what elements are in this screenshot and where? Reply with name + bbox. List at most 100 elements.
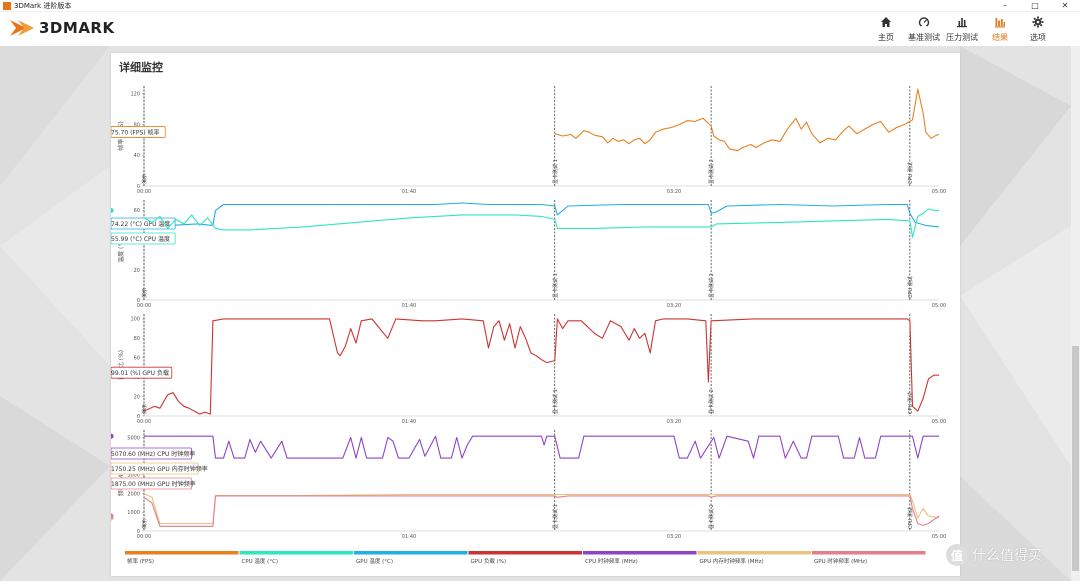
legend-label-cpu_temp: CPU 温度 (°C) bbox=[242, 557, 279, 565]
series-point-gpu_clock bbox=[111, 513, 114, 519]
test-marker-label: CPU 测试 bbox=[907, 392, 914, 414]
y-axis-label: 温度 (°C) bbox=[117, 237, 125, 263]
minimize-button[interactable]: – bbox=[1003, 1, 1007, 10]
test-marker-label: CPU 测试 bbox=[907, 507, 914, 529]
test-marker-label: 演示 bbox=[141, 404, 148, 414]
y-tick-label: 120 bbox=[130, 91, 140, 97]
callout-label-cpu_temp: 55.99 (°C) CPU 温度 bbox=[111, 235, 170, 243]
series-line-cpu_clock bbox=[144, 435, 939, 459]
nav-home-label: 主页 bbox=[878, 33, 894, 42]
x-tick-label: 00:00 bbox=[137, 419, 151, 425]
series-line-gpu_mem_clock bbox=[143, 493, 940, 525]
test-marker-label: 演示 bbox=[141, 519, 148, 529]
y-tick-label: 0 bbox=[137, 298, 140, 304]
legend-label-fps: 帧率 (FPS) bbox=[127, 557, 154, 565]
test-marker-label: 显卡测试 2 bbox=[708, 504, 715, 529]
y-tick-label: 0 bbox=[137, 414, 140, 420]
nav-stress-tests-label: 压力测试 bbox=[946, 33, 978, 42]
app-header: 3DMARK 主页 基准测试 压力测试 结果 选项 bbox=[0, 12, 1080, 46]
test-marker-label: 显卡测试 1 bbox=[552, 504, 559, 529]
background-pattern bbox=[0, 46, 1071, 581]
watermark: 值 什么值得买 bbox=[946, 544, 1042, 566]
y-axis-label: 百分比 (%) bbox=[117, 350, 125, 380]
scrollbar-thumb[interactable] bbox=[1072, 346, 1079, 571]
legend-swatch-gpu_load bbox=[468, 551, 582, 555]
nav-home[interactable]: 主页 bbox=[869, 16, 903, 43]
x-tick-label: 05:00 bbox=[932, 534, 946, 540]
x-tick-label: 00:00 bbox=[137, 534, 151, 540]
app-icon bbox=[3, 1, 11, 10]
y-tick-label: 5000 bbox=[127, 435, 140, 441]
monitoring-charts: 04080120帧率 (FPS)00:0001:4003:2005:00演示显卡… bbox=[111, 86, 946, 565]
maximize-button[interactable]: □ bbox=[1031, 1, 1039, 10]
series-line-gpu_temp bbox=[144, 202, 940, 228]
callout-label-gpu_load: 99.01 (%) GPU 负载 bbox=[111, 369, 169, 377]
test-marker-label: 显卡测试 1 bbox=[552, 273, 559, 298]
callout-label-gpu_mem_clock: 1750.25 (MHz) GPU 内存时钟频率 bbox=[111, 465, 208, 473]
test-marker-label: 显卡测试 2 bbox=[708, 159, 715, 184]
home-icon bbox=[881, 17, 891, 27]
x-tick-label: 03:20 bbox=[667, 189, 681, 195]
3dmark-logo[interactable]: 3DMARK bbox=[10, 18, 115, 38]
callout-box-cpu_temp bbox=[111, 232, 176, 245]
results-icon bbox=[995, 18, 1005, 28]
y-tick-label: 60 bbox=[134, 208, 140, 214]
x-tick-label: 01:40 bbox=[402, 303, 416, 309]
test-marker-label: 演示 bbox=[141, 288, 148, 298]
legend-swatch-gpu_mem_clock bbox=[697, 551, 811, 555]
callout-box-gpu_clock bbox=[111, 477, 192, 490]
callout-box-gpu_load bbox=[111, 366, 173, 379]
y-tick-label: 80 bbox=[134, 122, 140, 128]
x-tick-label: 05:00 bbox=[932, 303, 946, 309]
test-marker-label: 显卡测试 2 bbox=[708, 273, 715, 298]
gear-icon bbox=[1032, 16, 1044, 28]
legend-label-gpu_temp: GPU 温度 (°C) bbox=[356, 557, 393, 565]
series-line-cpu_temp bbox=[143, 208, 939, 238]
legend-swatch-gpu_clock bbox=[812, 551, 926, 555]
legend-label-gpu_load: GPU 负载 (%) bbox=[471, 557, 507, 565]
y-tick-label: 40 bbox=[134, 153, 140, 159]
test-marker-label: 演示 bbox=[141, 174, 148, 184]
nav-options[interactable]: 选项 bbox=[1021, 16, 1055, 43]
nav-stress-tests[interactable]: 压力测试 bbox=[945, 16, 979, 43]
callout-label-cpu_clock: 5070.60 (MHz) CPU 时钟频率 bbox=[111, 450, 195, 458]
logo-text: 3DMARK bbox=[39, 19, 115, 37]
legend-swatch-cpu_clock bbox=[583, 551, 697, 555]
nav-results-label: 结果 bbox=[992, 33, 1008, 42]
nav-results[interactable]: 结果 bbox=[983, 16, 1017, 43]
y-tick-label: 60 bbox=[134, 356, 140, 362]
x-tick-label: 01:40 bbox=[402, 189, 416, 195]
legend-swatch-gpu_temp bbox=[354, 551, 468, 555]
panel-title: 详细监控 bbox=[119, 61, 163, 74]
callout-box-gpu_temp bbox=[111, 217, 176, 230]
test-marker-label: 显卡测试 1 bbox=[552, 159, 559, 184]
close-button[interactable]: ✕ bbox=[1061, 1, 1069, 10]
x-tick-label: 00:00 bbox=[137, 189, 151, 195]
monitoring-panel: 详细监控 bbox=[111, 53, 960, 576]
series-line-fps bbox=[554, 88, 940, 152]
nav-benchmarks[interactable]: 基准测试 bbox=[907, 16, 941, 43]
legend-label-gpu_clock: GPU 时钟频率 (MHz) bbox=[814, 557, 867, 565]
callout-label-gpu_temp: 74.22 (°C) GPU 温度 bbox=[111, 220, 170, 228]
callout-box-gpu_mem_clock bbox=[111, 462, 199, 475]
callout-box-cpu_clock bbox=[111, 447, 192, 460]
bars-icon bbox=[957, 18, 967, 28]
x-tick-label: 03:20 bbox=[667, 534, 681, 540]
test-marker-label: CPU 测试 bbox=[907, 276, 914, 298]
callout-box-fps bbox=[111, 126, 166, 138]
nav-options-label: 选项 bbox=[1030, 33, 1046, 42]
legend-swatch-fps bbox=[125, 551, 239, 555]
test-marker-label: 显卡测试 1 bbox=[552, 389, 559, 414]
vertical-scrollbar[interactable] bbox=[1071, 46, 1080, 581]
y-tick-label: 1000 bbox=[127, 510, 140, 516]
x-tick-label: 05:00 bbox=[932, 189, 946, 195]
legend-label-cpu_clock: CPU 时钟频率 (MHz) bbox=[585, 557, 638, 565]
x-tick-label: 01:40 bbox=[402, 534, 416, 540]
window-title-bar: 3DMark 进阶版本 – □ ✕ bbox=[0, 0, 1080, 12]
y-tick-label: 20 bbox=[134, 394, 140, 400]
watermark-text: 什么值得买 bbox=[972, 548, 1042, 564]
y-tick-label: 100 bbox=[130, 317, 140, 323]
test-marker-label: 显卡测试 2 bbox=[708, 389, 715, 414]
nav-benchmarks-label: 基准测试 bbox=[908, 33, 940, 42]
y-tick-label: 0 bbox=[137, 184, 140, 190]
